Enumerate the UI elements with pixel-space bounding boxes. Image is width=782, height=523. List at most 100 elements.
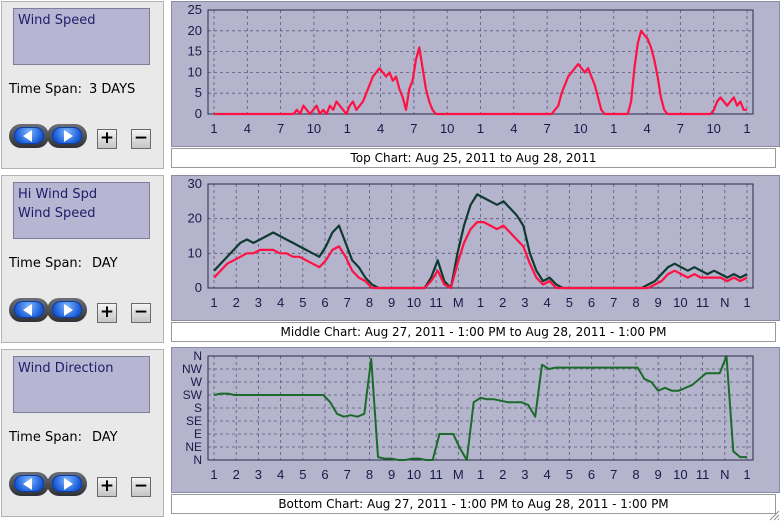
sensor-list-item[interactable]: Wind Speed <box>18 13 96 28</box>
x-tick-label: 10 <box>706 121 720 136</box>
x-tick-label: 8 <box>366 295 373 310</box>
y-tick-label: 30 <box>188 176 202 191</box>
zoom-in-button[interactable]: + <box>97 477 117 497</box>
x-tick-label: 4 <box>544 295 551 310</box>
previous-button[interactable] <box>9 124 49 148</box>
x-tick-label: 4 <box>244 121 251 136</box>
resize-grip-icon[interactable] <box>768 509 780 521</box>
x-tick-label: 8 <box>366 467 373 482</box>
x-tick-label: 11 <box>696 467 710 482</box>
x-tick-label: 1 <box>477 121 484 136</box>
zoom-out-button[interactable]: − <box>131 303 151 323</box>
x-tick-label: 6 <box>321 467 328 482</box>
x-tick-label: 10 <box>573 121 587 136</box>
zoom-out-button[interactable]: − <box>131 477 151 497</box>
sensor-list[interactable]: Wind Speed <box>13 8 150 65</box>
x-tick-label: M <box>453 467 464 482</box>
sensor-list-item[interactable]: Wind Speed <box>18 206 96 221</box>
bottom-chart-caption: Bottom Chart: Aug 27, 2011 - 1:00 PM to … <box>171 494 776 514</box>
bottom-chart-controls: Wind Direction Time Span: DAY + − <box>1 349 164 517</box>
x-tick-label: 2 <box>233 295 240 310</box>
next-icon <box>64 478 73 490</box>
x-tick-label: 5 <box>566 295 573 310</box>
y-tick-label: 0 <box>195 280 202 295</box>
x-tick-label: 1 <box>477 295 484 310</box>
x-tick-label: 6 <box>321 295 328 310</box>
x-tick-label: 9 <box>655 295 662 310</box>
x-tick-label: 4 <box>277 467 284 482</box>
x-tick-label: 3 <box>521 467 528 482</box>
x-tick-label: 9 <box>388 295 395 310</box>
sensor-list-item[interactable]: Hi Wind Spd <box>18 187 98 202</box>
plot-frame <box>207 183 754 289</box>
top-chart-plot: 0 5 10 15 20 25 1 4 7 10 1 4 7 10 1 4 7 10 1 4 7 10 1 <box>188 2 754 136</box>
x-tick-label: 7 <box>410 121 417 136</box>
x-tick-label: 10 <box>307 121 321 136</box>
zoom-out-button[interactable]: − <box>131 129 151 149</box>
bottom-chart[interactable]: N NE E SE S SW W NW N 1 2 3 4 5 6 7 8 9 10 11 M 1 2 3 4 5 6 7 8 9 10 11… <box>171 347 780 493</box>
next-icon <box>64 304 73 316</box>
next-button[interactable] <box>47 472 87 496</box>
sensor-list-item[interactable]: Wind Direction <box>18 361 114 376</box>
x-tick-label: 9 <box>655 467 662 482</box>
x-tick-label: 3 <box>521 295 528 310</box>
sensor-list[interactable]: Wind Direction <box>13 356 150 413</box>
zoom-in-button[interactable]: + <box>97 303 117 323</box>
y-tick-label: N <box>193 349 202 363</box>
x-tick-label: 1 <box>344 121 351 136</box>
previous-icon <box>23 304 32 316</box>
plot-frame <box>207 355 754 461</box>
x-tick-label: 2 <box>499 467 506 482</box>
x-tick-label: 6 <box>588 295 595 310</box>
y-tick-label: 0 <box>195 106 202 121</box>
x-tick-label: 2 <box>499 295 506 310</box>
x-tick-label: 9 <box>388 467 395 482</box>
x-tick-label: 1 <box>610 121 617 136</box>
x-tick-label: 1 <box>210 295 217 310</box>
previous-icon <box>23 478 32 490</box>
x-tick-label: 8 <box>632 467 639 482</box>
x-tick-label: 10 <box>673 467 687 482</box>
time-span-label: Time Span: <box>9 82 83 97</box>
y-tick-label: 10 <box>188 245 202 260</box>
x-tick-label: 4 <box>643 121 650 136</box>
time-span-value[interactable]: DAY <box>92 430 118 445</box>
next-button[interactable] <box>47 298 87 322</box>
x-tick-label: 1 <box>210 467 217 482</box>
x-tick-label: 7 <box>677 121 684 136</box>
x-tick-label: 1 <box>743 295 750 310</box>
next-button[interactable] <box>47 124 87 148</box>
middle-chart[interactable]: 0 10 20 30 1 2 3 4 5 6 7 8 9 10 11 M 1 2 3 4 5 6 7 8 9 10 11 N 1 <box>171 175 780 321</box>
time-span-value[interactable]: 3 DAYS <box>89 82 136 97</box>
series-line <box>213 220 748 290</box>
series-line <box>213 193 748 290</box>
x-tick-label: 4 <box>510 121 517 136</box>
top-chart[interactable]: 0 5 10 15 20 25 1 4 7 10 1 4 7 10 1 4 7 10 1 4 7 10 1 <box>171 1 780 147</box>
x-tick-label: 7 <box>610 467 617 482</box>
x-tick-label: 11 <box>429 295 443 310</box>
next-icon <box>64 130 73 142</box>
x-tick-label: 10 <box>407 295 421 310</box>
x-tick-label: 11 <box>696 295 710 310</box>
series-line <box>213 355 747 461</box>
time-span-label: Time Span: <box>9 256 83 271</box>
y-tick-label: W <box>191 375 203 389</box>
x-tick-label: 8 <box>632 295 639 310</box>
middle-chart-caption: Middle Chart: Aug 27, 2011 - 1:00 PM to … <box>171 322 776 342</box>
y-tick-label: N <box>193 453 202 467</box>
y-tick-label: 10 <box>188 64 202 79</box>
x-tick-label: 3 <box>255 467 262 482</box>
x-tick-label: 7 <box>277 121 284 136</box>
y-tick-label: NE <box>185 440 202 454</box>
sensor-list[interactable]: Hi Wind Spd Wind Speed <box>13 182 150 239</box>
x-tick-label: 10 <box>673 295 687 310</box>
x-tick-label: 4 <box>277 295 284 310</box>
time-span-value[interactable]: DAY <box>92 256 118 271</box>
x-tick-label: 3 <box>255 295 262 310</box>
previous-button[interactable] <box>9 472 49 496</box>
y-tick-label: E <box>194 427 202 441</box>
previous-button[interactable] <box>9 298 49 322</box>
zoom-in-button[interactable]: + <box>97 129 117 149</box>
y-tick-label: SE <box>186 414 202 428</box>
